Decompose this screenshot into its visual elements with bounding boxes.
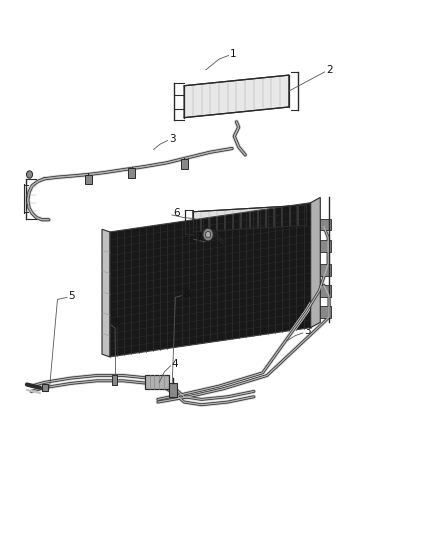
- Bar: [169, 383, 177, 397]
- Polygon shape: [102, 229, 110, 357]
- Bar: [320, 285, 331, 297]
- Bar: [320, 306, 331, 318]
- Text: 7: 7: [195, 233, 201, 243]
- Polygon shape: [184, 75, 289, 118]
- Polygon shape: [110, 203, 311, 357]
- Polygon shape: [311, 197, 320, 328]
- Text: 3: 3: [113, 318, 119, 328]
- Bar: [112, 375, 117, 384]
- Circle shape: [203, 228, 213, 241]
- Polygon shape: [193, 205, 306, 232]
- Bar: [320, 240, 331, 252]
- Bar: [85, 174, 92, 184]
- Text: 3: 3: [169, 134, 175, 144]
- Circle shape: [205, 231, 211, 238]
- Text: 6: 6: [173, 208, 180, 219]
- Bar: [42, 384, 48, 391]
- Text: 5: 5: [68, 290, 75, 301]
- Text: 1: 1: [230, 49, 237, 59]
- Circle shape: [26, 171, 32, 178]
- Bar: [145, 375, 169, 389]
- Text: 2: 2: [326, 65, 332, 75]
- Bar: [128, 168, 135, 177]
- Bar: [180, 159, 187, 168]
- Bar: [320, 264, 331, 276]
- Text: 8: 8: [183, 289, 189, 299]
- Text: 3: 3: [304, 326, 311, 336]
- Bar: [320, 219, 331, 230]
- Text: 4: 4: [172, 359, 178, 369]
